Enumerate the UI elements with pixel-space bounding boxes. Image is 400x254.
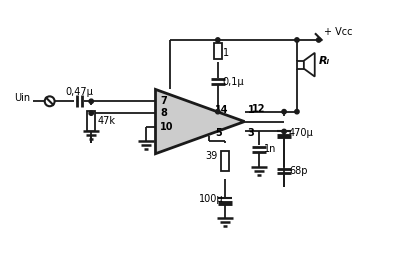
Text: 1n: 1n [264, 144, 277, 154]
Circle shape [295, 109, 299, 114]
Circle shape [316, 38, 321, 42]
Circle shape [216, 38, 220, 42]
Text: Rₗ: Rₗ [319, 56, 330, 66]
Text: 14: 14 [215, 105, 228, 115]
Polygon shape [156, 89, 244, 154]
Circle shape [295, 38, 299, 42]
Bar [214, 43, 222, 59]
Circle shape [89, 111, 93, 115]
Circle shape [216, 109, 220, 114]
Text: 100μ: 100μ [199, 194, 224, 204]
Text: 39: 39 [205, 151, 217, 161]
Text: 3: 3 [248, 129, 254, 138]
Text: 1: 1 [223, 48, 229, 58]
Bar [297, 61, 304, 69]
Text: 5: 5 [215, 129, 222, 138]
Polygon shape [304, 53, 315, 76]
Circle shape [282, 109, 286, 114]
Bar [87, 111, 95, 131]
Text: 47k: 47k [97, 116, 115, 126]
Bar [221, 151, 229, 171]
Text: + Vcc: + Vcc [324, 27, 352, 37]
Text: 7: 7 [160, 96, 167, 106]
Text: 470μ: 470μ [289, 129, 314, 138]
Text: 1: 1 [248, 105, 254, 115]
Text: Uin: Uin [14, 93, 30, 103]
Text: 10: 10 [160, 122, 174, 132]
Text: 68p: 68p [289, 166, 308, 176]
Text: 8: 8 [160, 108, 167, 118]
Circle shape [282, 129, 286, 134]
Text: 0,47μ: 0,47μ [65, 87, 93, 97]
Text: 0,1μ: 0,1μ [223, 76, 244, 87]
Text: 12: 12 [252, 104, 266, 114]
Circle shape [89, 99, 93, 103]
